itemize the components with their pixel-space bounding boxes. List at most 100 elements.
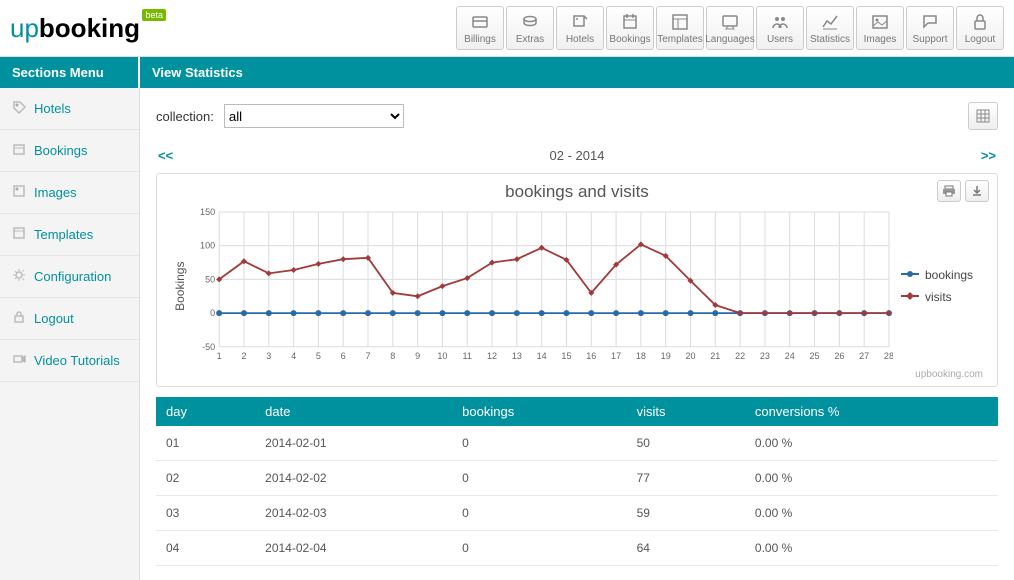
chart-watermark: upbooking.com [171, 369, 983, 380]
svg-text:18: 18 [636, 351, 646, 361]
toolbar-extras-button[interactable]: Extras [506, 6, 554, 50]
layout-icon [12, 226, 26, 243]
sections-menu-title: Sections Menu [0, 57, 140, 88]
svg-text:2: 2 [241, 351, 246, 361]
svg-text:6: 6 [341, 351, 346, 361]
collection-label: collection: [156, 109, 214, 124]
sidebar-item-label: Video Tutorials [34, 353, 120, 368]
table-header: day [156, 397, 255, 426]
toolbar-label: Languages [705, 34, 755, 45]
table-header: visits [627, 397, 745, 426]
toolbar-label: Logout [965, 34, 996, 45]
toolbar-statistics-button[interactable]: Statistics [806, 6, 854, 50]
svg-text:16: 16 [586, 351, 596, 361]
legend-bookings: bookings [901, 268, 983, 282]
svg-text:26: 26 [834, 351, 844, 361]
sidebar-item-images[interactable]: Images [0, 172, 139, 214]
svg-text:150: 150 [200, 207, 215, 217]
toolbar-label: Templates [657, 34, 703, 45]
toolbar-logout-button[interactable]: Logout [956, 6, 1004, 50]
toolbar-label: Bookings [609, 34, 650, 45]
svg-text:1: 1 [217, 351, 222, 361]
svg-text:9: 9 [415, 351, 420, 361]
table-cell: 2014-02-03 [255, 495, 452, 530]
grid-button[interactable] [968, 102, 998, 130]
print-button[interactable] [937, 180, 961, 202]
sidebar-item-templates[interactable]: Templates [0, 214, 139, 256]
table-cell: 2014-02-01 [255, 426, 452, 461]
sidebar-item-label: Images [34, 185, 77, 200]
toolbar-hotels-button[interactable]: Hotels [556, 6, 604, 50]
toolbar-users-button[interactable]: Users [756, 6, 804, 50]
table-row: 012014-02-010500.00 % [156, 426, 998, 461]
table-cell: 0.00 % [745, 530, 998, 565]
logo-badge: beta [142, 9, 166, 21]
month-prev[interactable]: << [158, 148, 173, 163]
svg-text:17: 17 [611, 351, 621, 361]
svg-text:27: 27 [859, 351, 869, 361]
toolbar-label: Hotels [566, 34, 594, 45]
chart-legend: bookings visits [893, 206, 983, 367]
sidebar-item-label: Bookings [34, 143, 87, 158]
collection-select[interactable]: all [224, 104, 404, 128]
table-row: 042014-02-040640.00 % [156, 530, 998, 565]
download-button[interactable] [965, 180, 989, 202]
month-next[interactable]: >> [981, 148, 996, 163]
toolbar-languages-button[interactable]: Languages [706, 6, 754, 50]
svg-text:28: 28 [884, 351, 893, 361]
toolbar-label: Billings [464, 34, 496, 45]
sidebar-item-hotels[interactable]: Hotels [0, 88, 139, 130]
video-icon [12, 352, 26, 369]
sidebar-item-video-tutorials[interactable]: Video Tutorials [0, 340, 139, 382]
table-row: 022014-02-020770.00 % [156, 460, 998, 495]
toolbar-label: Images [864, 34, 897, 45]
top-toolbar: Billings Extras Hotels Bookings TemplatesLan… [456, 6, 1004, 50]
toolbar-bookings-button[interactable]: Bookings [606, 6, 654, 50]
table-row: 032014-02-030590.00 % [156, 495, 998, 530]
svg-text:22: 22 [735, 351, 745, 361]
table-cell: 2014-02-04 [255, 530, 452, 565]
svg-text:21: 21 [710, 351, 720, 361]
svg-text:12: 12 [487, 351, 497, 361]
table-cell: 0 [452, 495, 626, 530]
legend-visits: visits [901, 290, 983, 304]
chart-svg: -500501001501234567891011121314151617181… [189, 206, 893, 367]
month-label: 02 - 2014 [550, 148, 605, 163]
sidebar-item-configuration[interactable]: Configuration [0, 256, 139, 298]
view-title: View Statistics [140, 57, 1014, 88]
sidebar-item-label: Logout [34, 311, 74, 326]
table-header: conversions % [745, 397, 998, 426]
tag-icon [12, 100, 26, 117]
sidebar-item-logout[interactable]: Logout [0, 298, 139, 340]
legend-marker-icon [901, 290, 919, 304]
table-cell: 77 [627, 460, 745, 495]
svg-text:13: 13 [512, 351, 522, 361]
svg-text:25: 25 [810, 351, 820, 361]
svg-text:23: 23 [760, 351, 770, 361]
toolbar-support-button[interactable]: Support [906, 6, 954, 50]
toolbar-billings-button[interactable]: Billings [456, 6, 504, 50]
svg-text:100: 100 [200, 241, 215, 251]
table-cell: 03 [156, 495, 255, 530]
svg-text:19: 19 [661, 351, 671, 361]
sidebar: Hotels Bookings Images TemplatesConfigurati… [0, 88, 140, 580]
legend-marker-icon [901, 268, 919, 282]
table-cell: 0.00 % [745, 426, 998, 461]
toolbar-templates-button[interactable]: Templates [656, 6, 704, 50]
svg-text:-50: -50 [202, 342, 215, 352]
svg-text:14: 14 [537, 351, 547, 361]
svg-text:3: 3 [266, 351, 271, 361]
legend-label: bookings [925, 268, 973, 282]
toolbar-images-button[interactable]: Images [856, 6, 904, 50]
svg-text:11: 11 [463, 351, 472, 361]
table-cell: 01 [156, 426, 255, 461]
stats-table: daydatebookingsvisitsconversions % 01201… [156, 397, 998, 566]
svg-text:4: 4 [291, 351, 296, 361]
logo: upbooking beta [10, 13, 140, 44]
table-cell: 0 [452, 460, 626, 495]
chart-title: bookings and visits [171, 182, 983, 202]
svg-text:10: 10 [437, 351, 447, 361]
sidebar-item-bookings[interactable]: Bookings [0, 130, 139, 172]
table-cell: 0 [452, 426, 626, 461]
table-cell: 64 [627, 530, 745, 565]
